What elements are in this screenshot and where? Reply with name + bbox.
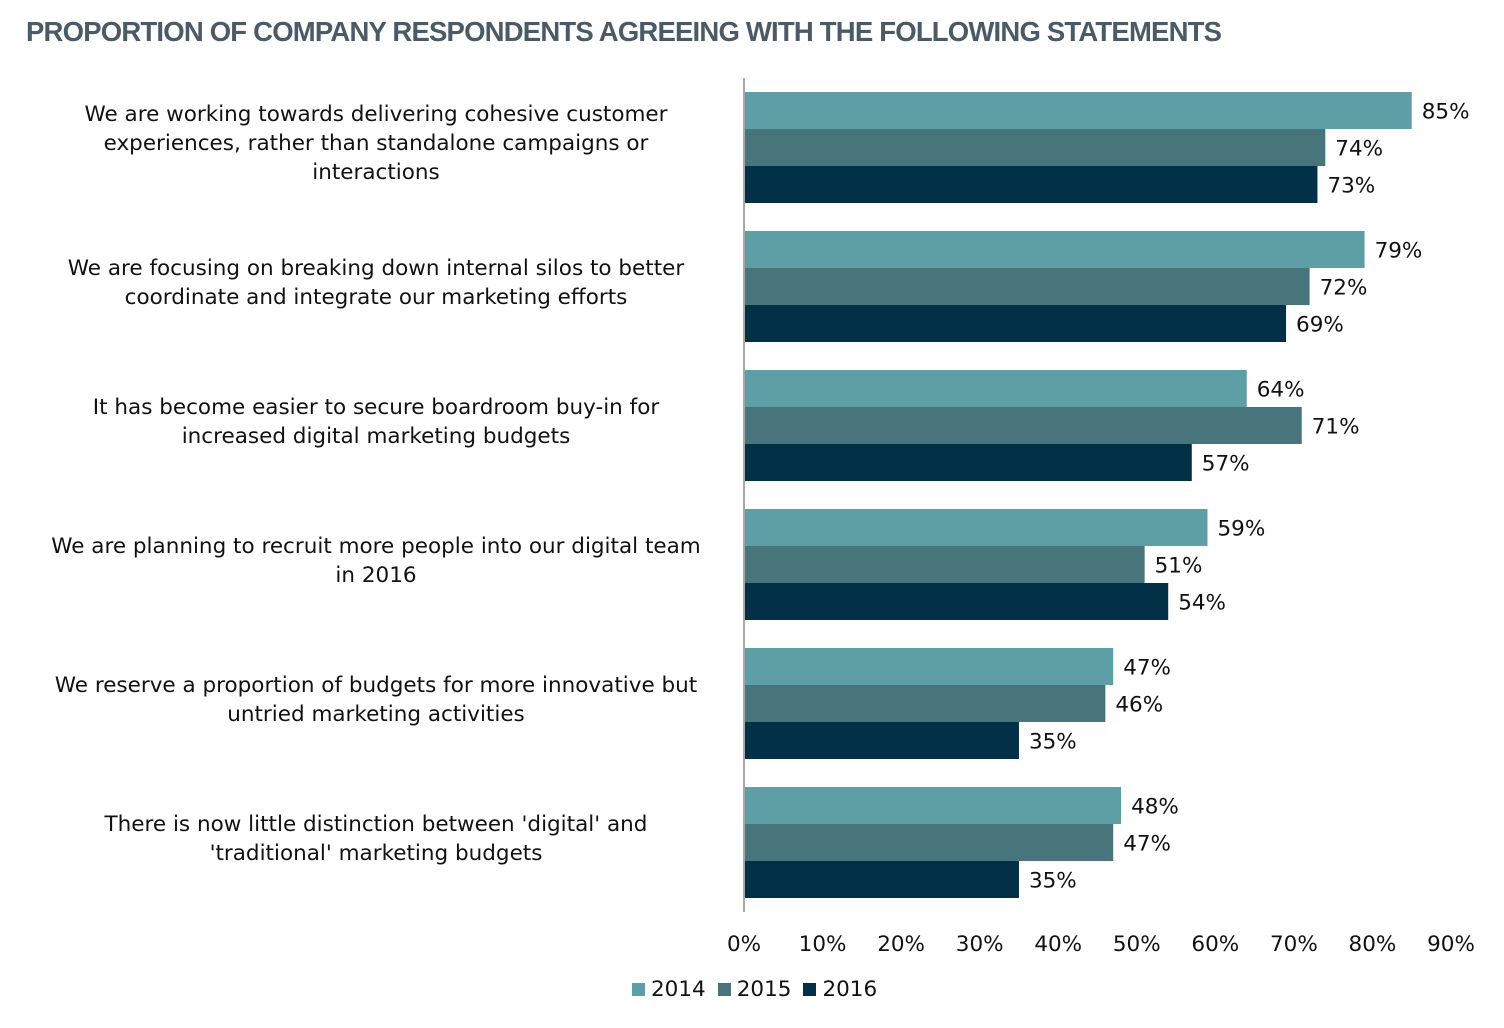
bar-2016-cat-2 xyxy=(745,305,1287,342)
bar-2016-cat-3 xyxy=(745,444,1192,481)
bar-value-label-2016-cat-2: 69% xyxy=(1296,313,1344,338)
category-label-line: We are planning to recruit more people i… xyxy=(51,533,701,559)
category-label-2: We are focusing on breaking down interna… xyxy=(16,254,736,312)
x-tick-label: 90% xyxy=(1427,932,1475,957)
legend-label-2014: 2014 xyxy=(651,977,706,1002)
category-label-line: We reserve a proportion of budgets for m… xyxy=(54,672,698,698)
category-label-line: There is now little distinction between … xyxy=(104,811,648,837)
legend-item-2015: 2015 xyxy=(717,977,792,1002)
x-tick-labels-group: 0% 10% 20% 30% 40% 50% 60% 70% 80% 90% xyxy=(727,932,1475,957)
bar-value-label-2015-cat-5: 46% xyxy=(1115,693,1163,718)
legend-swatch-2015 xyxy=(717,983,731,996)
category-label-line: 'traditional' marketing budgets xyxy=(209,840,543,866)
legend-item-2014: 2014 xyxy=(632,977,706,1002)
bar-value-label-2016-cat-3: 57% xyxy=(1202,452,1250,477)
legend-label-2015: 2015 xyxy=(736,977,792,1002)
legend-label-2016: 2016 xyxy=(822,977,878,1002)
x-tick-label: 40% xyxy=(1034,932,1082,957)
bar-value-label-2016-cat-6: 35% xyxy=(1029,869,1077,894)
category-label-line: We are focusing on breaking down interna… xyxy=(67,255,685,281)
x-tick-label: 0% xyxy=(727,932,761,957)
category-label-3: It has become easier to secure boardroom… xyxy=(16,393,736,451)
category-label-line: in 2016 xyxy=(335,562,417,588)
x-tick-label: 80% xyxy=(1349,932,1397,957)
bar-chart: 85% 74% 73% 79% 72% 69% 64% 71% 57% 59% 51% 54% 47% 4… xyxy=(727,78,1475,957)
bar-value-label-2014-cat-5: 47% xyxy=(1123,656,1171,681)
bar-2014-cat-4 xyxy=(745,509,1208,546)
bar-value-label-2016-cat-5: 35% xyxy=(1029,730,1077,755)
bar-2014-cat-6 xyxy=(745,787,1122,824)
chart-title: PROPORTION OF COMPANY RESPONDENTS AGREEI… xyxy=(26,16,1222,47)
bar-value-label-2016-cat-1: 73% xyxy=(1327,174,1375,199)
bar-value-label-2014-cat-1: 85% xyxy=(1422,100,1470,125)
bar-value-label-2014-cat-4: 59% xyxy=(1217,517,1265,542)
x-tick-label: 30% xyxy=(956,932,1004,957)
bar-2016-cat-4 xyxy=(745,583,1169,620)
category-label-line: We are working towards delivering cohesi… xyxy=(84,102,668,127)
bar-2016-cat-5 xyxy=(745,722,1019,759)
bar-2014-cat-3 xyxy=(745,370,1247,407)
bar-value-label-2015-cat-4: 51% xyxy=(1155,554,1203,579)
bar-value-label-2014-cat-2: 79% xyxy=(1375,239,1423,264)
x-tick-label: 60% xyxy=(1191,932,1239,957)
bar-value-label-2016-cat-4: 54% xyxy=(1178,591,1226,616)
x-tick-label: 10% xyxy=(799,932,847,957)
category-label-line: interactions xyxy=(312,160,440,185)
category-label-line: untried marketing activities xyxy=(227,701,525,727)
bar-value-label-2015-cat-6: 47% xyxy=(1123,832,1171,857)
category-label-line: experiences, rather than standalone camp… xyxy=(103,131,649,156)
category-label-4: We are planning to recruit more people i… xyxy=(16,532,736,590)
legend-item-2016: 2016 xyxy=(803,977,877,1002)
bar-2016-cat-6 xyxy=(745,861,1019,898)
bar-2014-cat-5 xyxy=(745,648,1114,685)
legend-swatch-2016 xyxy=(803,983,817,996)
bar-value-labels-group: 85% 74% 73% 79% 72% 69% 64% 71% 57% 59% 51% 54% 47% 4… xyxy=(1029,100,1470,894)
category-label-line: coordinate and integrate our marketing e… xyxy=(124,284,628,310)
bar-value-label-2015-cat-3: 71% xyxy=(1312,415,1360,440)
bar-2014-cat-1 xyxy=(745,92,1412,129)
bar-2015-cat-6 xyxy=(745,824,1114,861)
category-label-6: There is now little distinction between … xyxy=(16,810,736,868)
x-tick-label: 20% xyxy=(877,932,925,957)
bar-value-label-2015-cat-1: 74% xyxy=(1335,137,1383,162)
bar-2015-cat-3 xyxy=(745,407,1302,444)
bar-value-label-2014-cat-3: 64% xyxy=(1257,378,1305,403)
category-label-5: We reserve a proportion of budgets for m… xyxy=(16,671,736,729)
x-tick-label: 70% xyxy=(1270,932,1318,957)
category-label-line: It has become easier to secure boardroom… xyxy=(92,394,660,420)
bar-value-label-2015-cat-2: 72% xyxy=(1320,276,1368,301)
legend-swatch-2014 xyxy=(632,983,645,996)
category-label-1: We are working towards delivering cohesi… xyxy=(16,100,736,187)
bar-2015-cat-1 xyxy=(745,129,1326,166)
bar-2016-cat-1 xyxy=(745,166,1318,203)
bar-value-label-2014-cat-6: 48% xyxy=(1131,795,1179,820)
bar-2015-cat-2 xyxy=(745,268,1310,305)
bar-2015-cat-4 xyxy=(745,546,1145,583)
bar-2015-cat-5 xyxy=(745,685,1106,722)
bars-group xyxy=(745,92,1412,898)
legend: 2014 2015 2016 xyxy=(632,977,889,1002)
category-label-line: increased digital marketing budgets xyxy=(181,423,571,449)
x-tick-label: 50% xyxy=(1113,932,1161,957)
bar-2014-cat-2 xyxy=(745,231,1365,268)
